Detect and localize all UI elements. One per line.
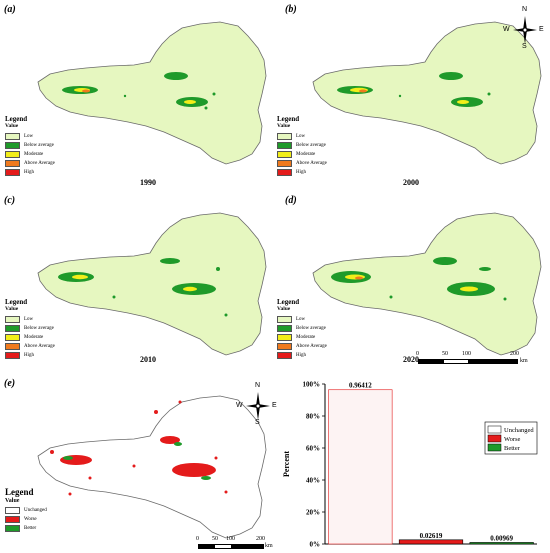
compass-s: S bbox=[522, 43, 527, 50]
hotspots-c bbox=[58, 258, 228, 317]
scale-unit: km bbox=[520, 358, 528, 364]
year-label: 2010 bbox=[140, 355, 156, 364]
legend-title: Legend bbox=[5, 298, 28, 306]
legend-item-unchanged: Unchanged bbox=[5, 506, 47, 515]
compass-w: W bbox=[503, 26, 510, 33]
legend-subtitle: Value bbox=[277, 306, 291, 312]
compass-w: W bbox=[236, 402, 243, 409]
compass-n: N bbox=[255, 382, 261, 389]
data-label: 0.00969 bbox=[490, 534, 513, 542]
legend-entry: Better bbox=[504, 445, 521, 452]
compass-e: E bbox=[272, 402, 277, 409]
legend-item-low: Low bbox=[5, 315, 55, 324]
legend-item-above-average: Above Average bbox=[5, 159, 55, 168]
panel-c: (c) Legend Value Low Below average Moder… bbox=[0, 193, 270, 378]
panel-b: (b) N S W E Legend Value Low Below avera… bbox=[275, 0, 550, 190]
legend-entry: Worse bbox=[504, 436, 521, 443]
legend-item-high: High bbox=[5, 351, 55, 360]
legend-item-high: High bbox=[277, 168, 327, 177]
region-map-c bbox=[37, 212, 267, 356]
panel-label: (e) bbox=[4, 378, 16, 389]
hotspots-a bbox=[62, 72, 216, 110]
data-label: 0.96412 bbox=[349, 382, 372, 390]
change-legend: Legend Value Unchanged Worse Better bbox=[5, 488, 47, 533]
region-map-a bbox=[37, 21, 267, 165]
region-map-b bbox=[312, 21, 542, 165]
legend-item-low: Low bbox=[277, 315, 327, 324]
y-tick-label: 0% bbox=[310, 541, 321, 549]
legend-title: Legend bbox=[5, 115, 28, 123]
panel-label: (b) bbox=[285, 4, 297, 15]
y-tick-label: 20% bbox=[306, 509, 320, 517]
legend-item-moderate: Moderate bbox=[5, 150, 55, 159]
compass-icon bbox=[246, 392, 270, 420]
change-bar-chart: 0% 20% 40% 60% 80% 100% Percent 0.96412 0.02619 0… bbox=[275, 378, 545, 549]
legend-item-above-average: Above Average bbox=[277, 159, 327, 168]
year-label: 2020 bbox=[403, 355, 419, 364]
y-tick-label: 80% bbox=[306, 413, 320, 421]
legend-a: Legend Value Low Below average Moderate … bbox=[5, 116, 55, 177]
legend-subtitle: Value bbox=[277, 123, 291, 129]
legend-item-moderate: Moderate bbox=[5, 333, 55, 342]
north-arrow: N S W E bbox=[236, 382, 277, 426]
scale-bar: 0 50 100 200 km bbox=[416, 351, 528, 364]
y-tick-label: 40% bbox=[306, 477, 320, 485]
panel-a: (a) Legend Value Low Below average Moder… bbox=[0, 0, 270, 190]
change-hotspots bbox=[50, 400, 228, 496]
panel-label: (d) bbox=[285, 195, 297, 206]
legend-subtitle: Value bbox=[5, 123, 19, 129]
legend-d: Legend Value Low Below average Moderate … bbox=[277, 299, 327, 360]
legend-item-below-average: Below average bbox=[5, 324, 55, 333]
y-tick-label: 60% bbox=[306, 445, 320, 453]
bar-unchanged bbox=[328, 389, 393, 545]
panel-label: (c) bbox=[4, 195, 16, 206]
scale-bar: 0 50 100 200 km bbox=[196, 536, 273, 549]
compass-n: N bbox=[522, 6, 528, 13]
panel-e: (e) N S W E Legend Value Unchanged Worse… bbox=[0, 378, 277, 550]
year-label: 1990 bbox=[140, 178, 156, 187]
y-axis-title: Percent bbox=[282, 451, 291, 477]
legend-item-moderate: Moderate bbox=[277, 150, 327, 159]
legend-item-below-average: Below average bbox=[5, 141, 55, 150]
bar-worse bbox=[398, 539, 464, 545]
legend-swatch bbox=[487, 425, 502, 434]
hotspots-d bbox=[331, 257, 507, 301]
legend-item-high: High bbox=[277, 351, 327, 360]
compass-e: E bbox=[539, 26, 544, 33]
legend-c: Legend Value Low Below average Moderate … bbox=[5, 299, 55, 360]
panel-label: (a) bbox=[4, 4, 16, 15]
legend-subtitle: Value bbox=[5, 306, 19, 312]
legend-subtitle: Value bbox=[5, 498, 20, 504]
bar-better bbox=[469, 542, 534, 545]
data-label: 0.02619 bbox=[420, 532, 443, 540]
hotspots-b bbox=[337, 72, 491, 107]
legend-swatch bbox=[487, 434, 502, 443]
year-label: 2000 bbox=[403, 178, 419, 187]
legend-swatch bbox=[487, 443, 502, 452]
legend-item-better: Better bbox=[5, 524, 47, 533]
y-tick-label: 100% bbox=[303, 381, 321, 389]
legend-item-high: High bbox=[5, 168, 55, 177]
legend-item-worse: Worse bbox=[5, 515, 47, 524]
legend-b: Legend Value Low Below average Moderate … bbox=[277, 116, 327, 177]
legend-item-low: Low bbox=[5, 132, 55, 141]
change-map bbox=[37, 395, 267, 539]
legend-item-low: Low bbox=[277, 132, 327, 141]
scale-unit: km bbox=[265, 543, 273, 549]
legend-title: Legend bbox=[5, 487, 34, 497]
north-arrow: N S W E bbox=[503, 6, 544, 50]
legend-title: Legend bbox=[277, 115, 300, 123]
compass-s: S bbox=[255, 419, 260, 426]
panel-d: (d) Legend Value Low Below average Moder… bbox=[275, 193, 550, 378]
legend-title: Legend bbox=[277, 298, 300, 306]
legend-item-above-average: Above Average bbox=[277, 342, 327, 351]
legend-entry: Unchanged bbox=[504, 427, 534, 434]
legend-item-below-average: Below average bbox=[277, 141, 327, 150]
region-map-d bbox=[312, 212, 542, 356]
chart-svg: 0% 20% 40% 60% 80% 100% Percent 0.96412 0.02619 0… bbox=[282, 381, 538, 549]
legend-item-above-average: Above Average bbox=[5, 342, 55, 351]
compass-icon bbox=[513, 16, 537, 44]
legend-item-moderate: Moderate bbox=[277, 333, 327, 342]
legend-item-below-average: Below average bbox=[277, 324, 327, 333]
